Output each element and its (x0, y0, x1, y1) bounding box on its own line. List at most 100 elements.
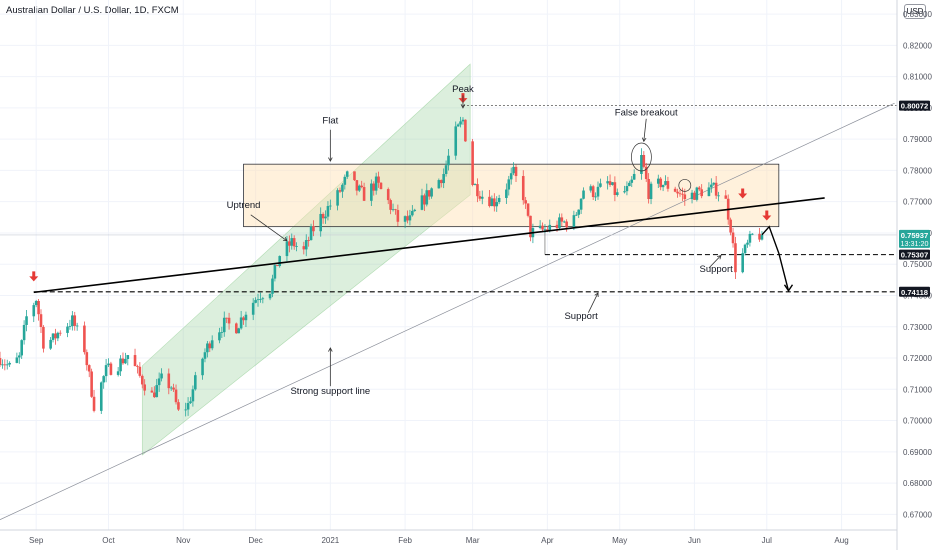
candle-body (259, 299, 262, 300)
candle-body (490, 198, 494, 207)
candle-body (447, 155, 450, 166)
candle-body (644, 166, 648, 180)
candle-body (290, 238, 294, 246)
candle-body (659, 178, 662, 188)
candle-body (1, 364, 4, 366)
currency-badge[interactable]: USD (904, 4, 926, 19)
countdown-label: 13:31:20 (901, 239, 929, 248)
candle-body (611, 182, 614, 185)
candle-body (690, 192, 694, 200)
candle-body (526, 203, 530, 216)
y-tick-label: 0.69000 (903, 448, 932, 457)
candle-body (497, 197, 501, 203)
candle-body (444, 165, 448, 174)
candle-body (546, 229, 549, 231)
candle-body (295, 246, 298, 247)
candle-body (222, 317, 226, 333)
candle-body (304, 240, 308, 250)
candle-body (712, 182, 716, 185)
false-breakout-circle (631, 142, 652, 172)
candle-body (56, 332, 60, 339)
candle-body (104, 365, 108, 377)
y-tick-label: 0.71000 (903, 385, 932, 394)
price-label: 0.75937 (901, 231, 928, 240)
candle-body (748, 233, 752, 243)
candle-body (562, 221, 566, 223)
candle-body (697, 187, 701, 190)
candle-body (17, 355, 21, 358)
candle-body (664, 181, 667, 185)
annotation-pointer-head (460, 104, 466, 109)
chart-title: Australian Dollar / U.S. Dollar, 1D, FXC… (6, 5, 179, 16)
candle-body (307, 240, 310, 241)
candle-body (73, 315, 77, 326)
x-tick-label: Aug (834, 536, 848, 545)
candle-body (473, 184, 477, 185)
candle-body (425, 190, 429, 205)
candle-body (591, 186, 595, 198)
candle-body (430, 188, 433, 197)
candle-body (386, 189, 390, 201)
candle-body (68, 326, 72, 327)
y-tick-label: 0.79000 (903, 135, 932, 144)
candle-body (729, 219, 732, 233)
candle-body (379, 182, 383, 190)
candle-body (157, 378, 161, 386)
y-tick-label: 0.73000 (903, 323, 932, 332)
price-label: 0.75307 (901, 251, 928, 260)
candle-body (239, 317, 243, 329)
candle-body (186, 403, 190, 410)
candle-body (189, 401, 192, 404)
candle-body (476, 184, 479, 197)
candle-body (71, 315, 74, 327)
candle-body (206, 343, 209, 353)
candle-body (394, 209, 397, 211)
x-tick-label: Dec (248, 536, 262, 545)
candle-body (150, 390, 154, 393)
candle-body (353, 171, 356, 181)
candle-body (92, 396, 96, 411)
candle-body (461, 119, 465, 122)
candle-body (242, 317, 245, 321)
candle-body (237, 328, 241, 334)
candle-body (341, 184, 344, 192)
candle-body (121, 358, 125, 364)
candle-body (582, 190, 585, 199)
down-arrow-marker (762, 210, 772, 221)
candle-body (630, 179, 634, 183)
candle-body (746, 242, 749, 245)
candle-body (572, 215, 576, 228)
candle-body (254, 300, 257, 303)
candle-body (374, 176, 378, 191)
candle-body (169, 387, 173, 389)
candle-body (136, 366, 139, 367)
candle-body (251, 302, 255, 315)
x-tick-label: Oct (102, 536, 115, 545)
candle-body (574, 214, 578, 216)
candle-body (594, 196, 597, 198)
annotation-label: Support (700, 264, 734, 275)
y-tick-label: 0.72000 (903, 354, 932, 363)
candle-body (324, 216, 327, 219)
candle-body (338, 190, 342, 192)
candle-body (656, 178, 660, 184)
annotation-pointer-head (328, 157, 333, 162)
candle-body (220, 332, 224, 333)
candle-body (555, 224, 559, 229)
y-tick-label: 0.70000 (903, 417, 932, 426)
rising-trend-line (33, 197, 825, 294)
candle-body (15, 357, 19, 363)
candle-body (278, 256, 282, 267)
price-label-bg (899, 249, 930, 260)
candle-body (507, 179, 511, 190)
candle-body (529, 215, 532, 238)
candle-body (599, 183, 602, 187)
candle-body (403, 216, 407, 222)
candle-body (326, 206, 330, 217)
candle-body (22, 324, 26, 341)
candle-body (167, 373, 171, 389)
candle-body (370, 183, 373, 201)
candle-body (336, 190, 339, 206)
candle-body (133, 355, 137, 367)
